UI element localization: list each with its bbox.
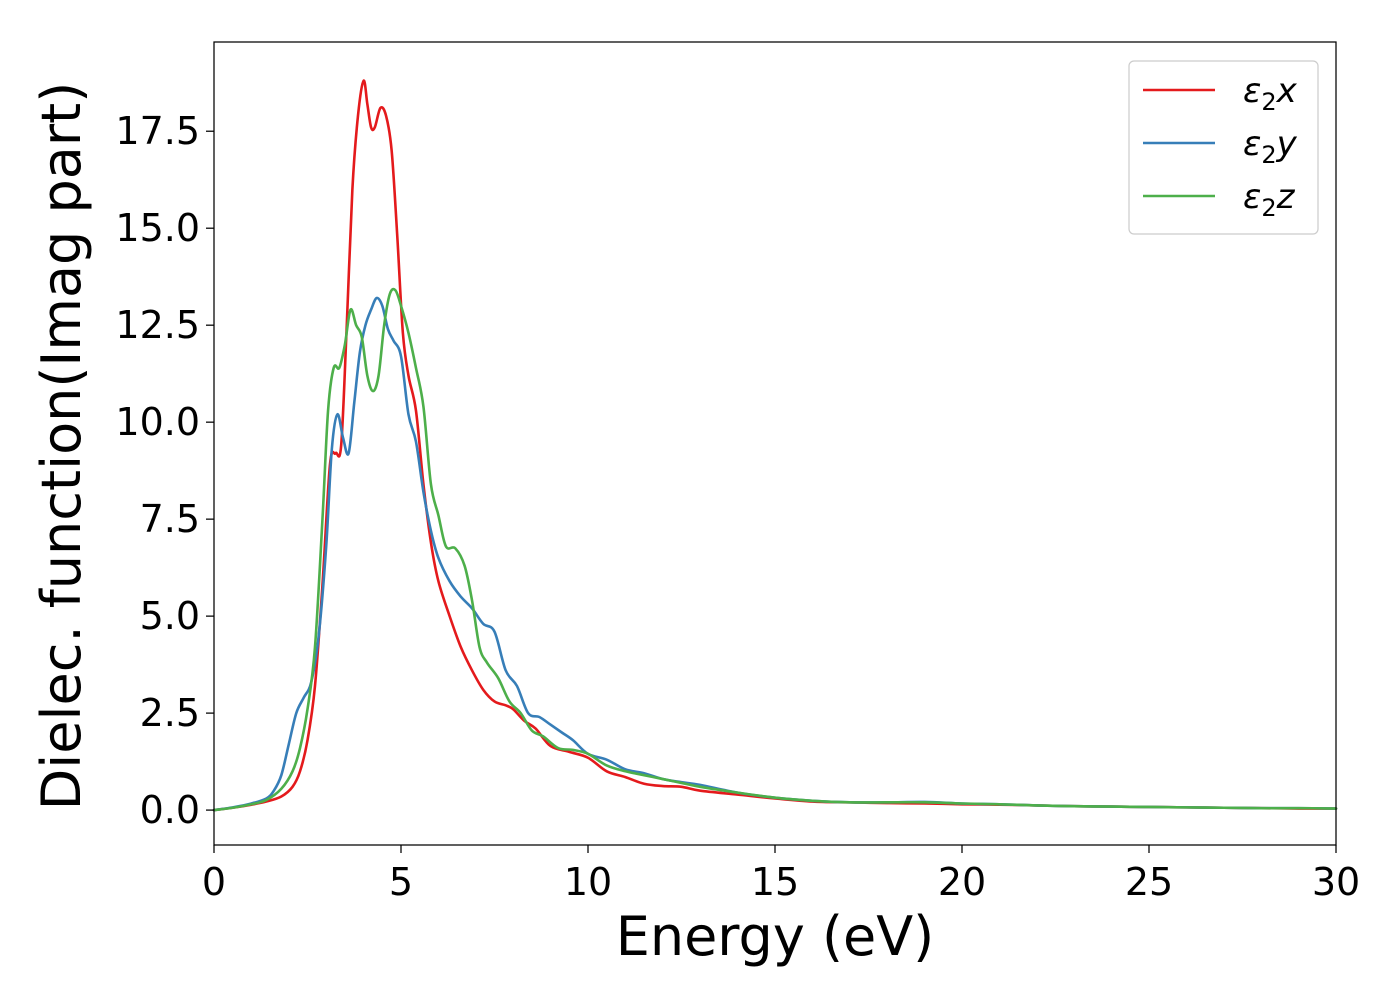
x-tick-label: 10 (564, 860, 612, 904)
y-tick-label: 7.5 (140, 497, 200, 541)
y-axis: 0.0 2.5 5.0 7.5 10.0 12.5 15.0 17.5 (115, 109, 214, 832)
legend-component: x (1276, 71, 1298, 111)
legend-label-y: ε2y (1243, 124, 1298, 169)
series-line-z (212, 287, 1338, 812)
x-tick-label: 0 (202, 860, 226, 904)
legend-label-z: ε2z (1243, 177, 1296, 222)
x-tick-label: 20 (938, 860, 986, 904)
y-tick-label: 15.0 (115, 206, 200, 250)
x-axis-title: Energy (eV) (616, 905, 935, 968)
legend-component: y (1276, 124, 1298, 164)
legend-subscript: 2 (1261, 141, 1276, 169)
legend-component: z (1276, 177, 1296, 217)
legend-symbol: ε (1243, 124, 1261, 164)
x-tick-label: 15 (751, 860, 799, 904)
y-tick-label: 12.5 (115, 303, 200, 347)
legend-subscript: 2 (1261, 194, 1276, 222)
y-tick-label: 0.0 (140, 788, 200, 832)
y-tick-label: 5.0 (140, 594, 200, 638)
x-tick-label: 25 (1125, 860, 1173, 904)
y-tick-label: 2.5 (140, 691, 200, 735)
legend-symbol: ε (1243, 177, 1261, 217)
legend-symbol: ε (1243, 71, 1261, 111)
x-tick-label: 5 (389, 860, 413, 904)
legend-label-x: ε2x (1243, 71, 1298, 116)
y-axis-title: Dielec. function(Imag part) (30, 82, 93, 811)
legend-subscript: 2 (1261, 88, 1276, 116)
legend-box (1128, 60, 1319, 235)
x-tick-label: 30 (1312, 860, 1360, 904)
series-layer (212, 79, 1338, 812)
y-tick-label: 10.0 (115, 400, 200, 444)
y-tick-label: 17.5 (115, 109, 200, 153)
x-axis: 0 5 10 15 20 25 30 (202, 845, 1360, 904)
